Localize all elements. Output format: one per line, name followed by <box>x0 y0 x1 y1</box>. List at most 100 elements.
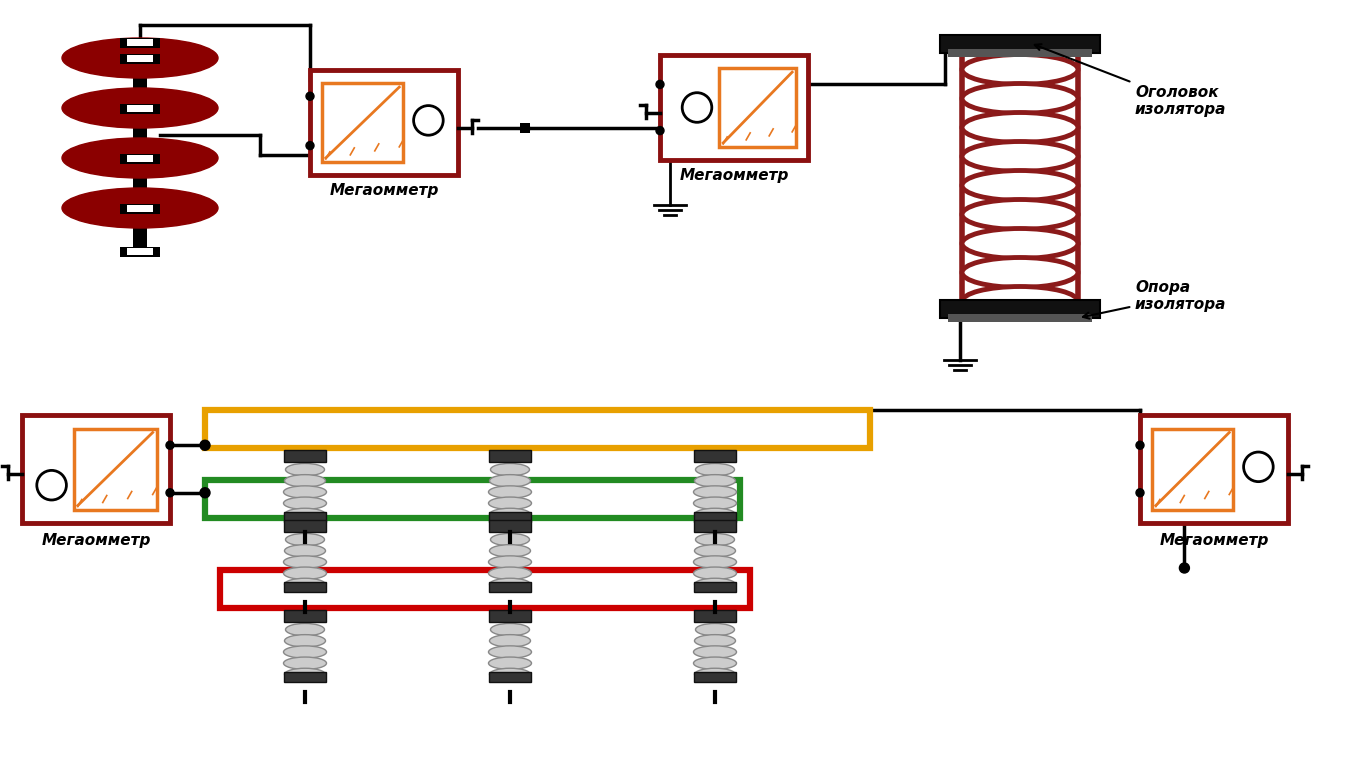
Ellipse shape <box>489 475 530 487</box>
Bar <box>134 40 147 255</box>
Ellipse shape <box>695 578 736 591</box>
Text: Мегаомметр: Мегаомметр <box>41 533 151 548</box>
Bar <box>720 68 796 146</box>
Ellipse shape <box>488 497 532 510</box>
Circle shape <box>166 441 174 449</box>
Ellipse shape <box>694 657 736 669</box>
Ellipse shape <box>962 170 1078 201</box>
Bar <box>489 582 532 592</box>
Ellipse shape <box>284 645 327 658</box>
Ellipse shape <box>489 508 530 520</box>
Ellipse shape <box>694 486 736 498</box>
Bar <box>309 70 458 175</box>
Ellipse shape <box>962 228 1078 259</box>
Bar <box>127 155 153 162</box>
Ellipse shape <box>695 668 736 681</box>
Ellipse shape <box>962 286 1078 317</box>
Ellipse shape <box>285 668 326 681</box>
Bar <box>127 248 153 255</box>
Ellipse shape <box>285 578 326 591</box>
Ellipse shape <box>285 623 324 636</box>
Bar <box>694 610 736 622</box>
Bar <box>489 520 532 532</box>
Bar <box>127 39 153 46</box>
Ellipse shape <box>695 475 736 487</box>
Ellipse shape <box>284 657 327 669</box>
Bar <box>127 105 153 112</box>
Ellipse shape <box>61 38 218 78</box>
Ellipse shape <box>962 199 1078 230</box>
Circle shape <box>1179 563 1190 573</box>
Ellipse shape <box>962 54 1078 85</box>
Ellipse shape <box>491 463 529 476</box>
Bar <box>521 123 530 133</box>
Ellipse shape <box>61 88 218 128</box>
Bar <box>204 480 740 518</box>
Ellipse shape <box>962 257 1078 288</box>
Bar <box>694 512 736 522</box>
Ellipse shape <box>488 486 532 498</box>
Ellipse shape <box>491 533 529 546</box>
Ellipse shape <box>284 486 327 498</box>
Circle shape <box>166 489 174 497</box>
Ellipse shape <box>695 508 736 520</box>
Bar <box>284 672 326 682</box>
Ellipse shape <box>285 508 326 520</box>
Circle shape <box>200 440 210 450</box>
Ellipse shape <box>489 635 530 647</box>
Bar <box>284 450 326 462</box>
Ellipse shape <box>489 668 530 681</box>
Bar <box>694 520 736 532</box>
Bar <box>694 672 736 682</box>
Bar <box>204 410 870 448</box>
Ellipse shape <box>61 188 218 228</box>
Bar <box>1139 415 1288 523</box>
Bar <box>284 512 326 522</box>
Circle shape <box>683 92 711 122</box>
Circle shape <box>37 471 67 500</box>
Bar <box>284 520 326 532</box>
Bar <box>127 205 153 212</box>
Bar <box>489 672 532 682</box>
Circle shape <box>1135 489 1144 497</box>
Ellipse shape <box>694 497 736 510</box>
Circle shape <box>656 127 664 134</box>
Ellipse shape <box>695 533 735 546</box>
Ellipse shape <box>962 112 1078 143</box>
Ellipse shape <box>61 138 218 178</box>
Ellipse shape <box>285 475 326 487</box>
Bar <box>1152 429 1234 510</box>
Bar <box>120 204 159 214</box>
Text: Мегаомметр: Мегаомметр <box>1160 533 1269 548</box>
Bar <box>284 610 326 622</box>
Circle shape <box>1135 441 1144 449</box>
Ellipse shape <box>284 497 327 510</box>
Ellipse shape <box>491 623 529 636</box>
Bar <box>219 570 750 608</box>
Ellipse shape <box>694 645 736 658</box>
Bar <box>120 247 159 257</box>
Bar <box>940 300 1100 318</box>
Bar <box>694 450 736 462</box>
Bar <box>284 582 326 592</box>
Ellipse shape <box>962 141 1078 172</box>
Ellipse shape <box>489 545 530 557</box>
Ellipse shape <box>285 533 324 546</box>
Bar <box>127 55 153 62</box>
Bar <box>322 83 403 162</box>
Ellipse shape <box>285 463 324 476</box>
Ellipse shape <box>489 578 530 591</box>
Bar <box>660 55 808 160</box>
Bar <box>120 38 159 48</box>
Ellipse shape <box>695 635 736 647</box>
Ellipse shape <box>962 83 1078 114</box>
Ellipse shape <box>285 545 326 557</box>
Circle shape <box>656 80 664 89</box>
Bar <box>489 610 532 622</box>
Bar <box>22 415 170 523</box>
Ellipse shape <box>695 463 735 476</box>
Bar <box>940 35 1100 53</box>
Ellipse shape <box>488 555 532 568</box>
Bar <box>74 429 157 510</box>
Bar <box>120 54 159 64</box>
